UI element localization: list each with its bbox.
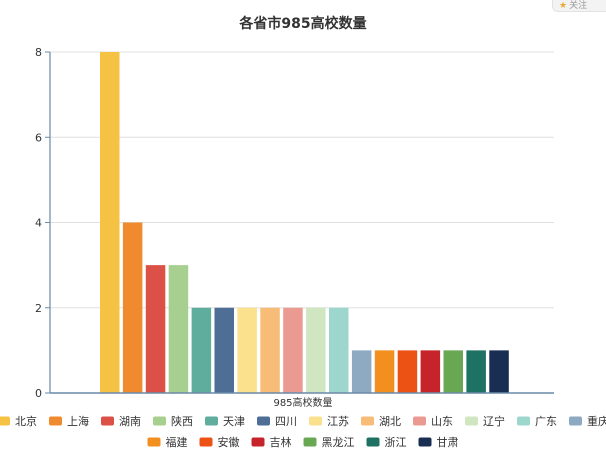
- bar-11[interactable]: [351, 350, 372, 393]
- y-tick-label: 6: [35, 131, 42, 144]
- legend-label-0[interactable]: 北京: [15, 414, 37, 428]
- legend-swatch-10[interactable]: [517, 416, 530, 426]
- legend-label-13[interactable]: 安徽: [218, 435, 240, 449]
- axes: 0 2 4 6 8: [35, 46, 554, 400]
- bar-17[interactable]: [489, 350, 509, 393]
- legend-swatch-11[interactable]: [569, 416, 582, 426]
- bar-15[interactable]: [443, 350, 464, 393]
- legend-label-9[interactable]: 辽宁: [483, 414, 505, 428]
- legend-swatch-14[interactable]: [251, 437, 265, 447]
- legend-swatch-12[interactable]: [147, 437, 161, 447]
- x-axis-label: 985高校数量: [273, 396, 332, 409]
- bar-12[interactable]: [374, 350, 395, 393]
- legend-swatch-15[interactable]: [303, 437, 317, 447]
- legend-swatch-16[interactable]: [366, 437, 380, 447]
- legend-swatch-17[interactable]: [418, 437, 432, 447]
- legend-swatch-13[interactable]: [199, 437, 213, 447]
- bar-10[interactable]: [329, 307, 349, 393]
- legend-label-14[interactable]: 吉林: [270, 435, 292, 449]
- legend-swatch-4[interactable]: [205, 416, 218, 426]
- legend-swatch-6[interactable]: [309, 416, 322, 426]
- legend-swatch-0[interactable]: [0, 416, 10, 426]
- legend-swatch-7[interactable]: [361, 416, 374, 426]
- legend-label-4[interactable]: 天津: [223, 415, 245, 428]
- bar-2[interactable]: [145, 265, 166, 393]
- legend-label-8[interactable]: 山东: [431, 415, 453, 428]
- legend-label-2[interactable]: 湖南: [119, 415, 141, 428]
- bar-5[interactable]: [214, 307, 235, 393]
- y-tick-label: 4: [35, 217, 42, 230]
- legend-swatch-5[interactable]: [257, 416, 270, 426]
- bar-7[interactable]: [260, 307, 280, 393]
- legend-label-7[interactable]: 湖北: [379, 415, 401, 428]
- legend-label-1[interactable]: 上海: [67, 414, 89, 428]
- follow-badge-label: 关注: [569, 1, 588, 11]
- star-icon: ★: [559, 1, 568, 11]
- legend-label-16[interactable]: 浙江: [385, 436, 407, 449]
- legend-label-5[interactable]: 四川: [275, 415, 297, 428]
- y-tick-label: 2: [35, 302, 42, 315]
- y-tick-label: 0: [35, 387, 42, 400]
- legend-swatch-2[interactable]: [101, 416, 114, 426]
- legend-swatch-3[interactable]: [153, 416, 166, 426]
- y-tick-label: 8: [35, 46, 42, 59]
- bar-3[interactable]: [168, 265, 189, 393]
- bar-6[interactable]: [237, 307, 257, 393]
- bar-14[interactable]: [420, 350, 441, 393]
- bar-8[interactable]: [283, 307, 303, 393]
- bar-9[interactable]: [306, 307, 326, 393]
- legend-label-17[interactable]: 甘肃: [437, 436, 459, 449]
- legend-label-15[interactable]: 黑龙江: [322, 436, 355, 449]
- bar-16[interactable]: [466, 350, 486, 393]
- bar-13[interactable]: [397, 350, 418, 393]
- legend-swatch-1[interactable]: [49, 416, 62, 426]
- bar-0[interactable]: [100, 52, 120, 393]
- legend-label-3[interactable]: 陕西: [171, 414, 193, 428]
- legend-label-10[interactable]: 广东: [535, 415, 557, 428]
- legend-swatch-9[interactable]: [465, 416, 478, 426]
- legend-label-11[interactable]: 重庆: [587, 414, 606, 428]
- follow-badge[interactable]: ★ 关注: [552, 0, 606, 12]
- bars: [100, 52, 509, 393]
- bar-1[interactable]: [122, 222, 143, 394]
- chart-title: 各省市985高校数量: [238, 15, 366, 32]
- legend-swatch-8[interactable]: [413, 416, 426, 426]
- legend-label-12[interactable]: 福建: [166, 435, 188, 449]
- legend-label-6[interactable]: 江苏: [327, 415, 349, 428]
- bar-4[interactable]: [191, 307, 212, 393]
